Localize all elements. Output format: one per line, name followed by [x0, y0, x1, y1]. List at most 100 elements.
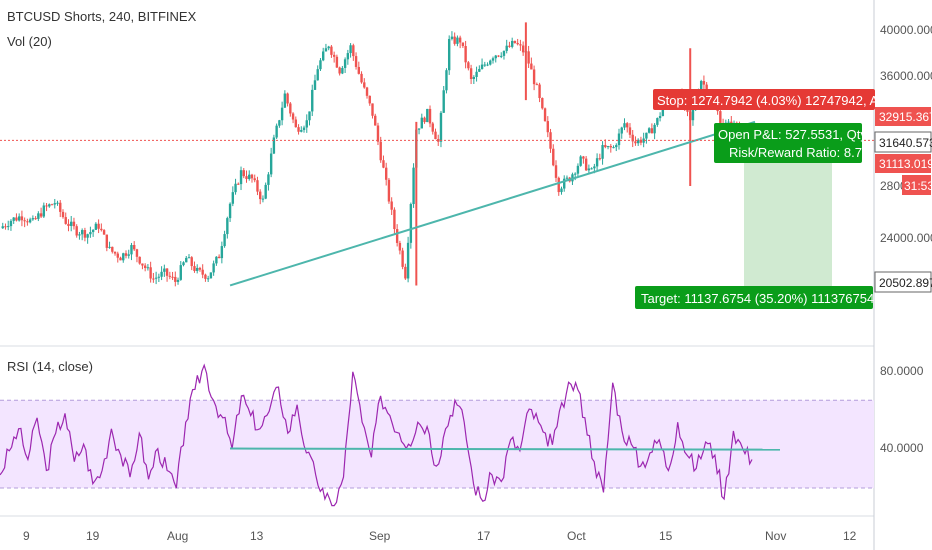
- time-label: 19: [86, 529, 100, 543]
- candle-body: [168, 275, 172, 277]
- price-axis[interactable]: 40000.0000 36000.0000 28000 24000.0000 3…: [874, 23, 932, 293]
- candle-body: [50, 204, 54, 206]
- stop-price-badge: 32915.3672: [879, 110, 932, 124]
- time-label: 12: [843, 529, 857, 543]
- candle-body: [631, 134, 634, 142]
- candle-body: [267, 174, 270, 185]
- candle-body: [472, 76, 476, 80]
- candle-body: [505, 45, 508, 51]
- candle-body: [272, 137, 276, 154]
- candle-body: [187, 257, 191, 259]
- candle-body: [442, 90, 445, 113]
- candle-body: [297, 127, 300, 132]
- candle-body: [259, 191, 262, 200]
- rsi-tick: 40.0000: [880, 441, 924, 455]
- candle-body: [557, 177, 560, 193]
- candle-body: [447, 38, 451, 71]
- candle-body: [456, 37, 459, 44]
- candle-body: [727, 121, 730, 123]
- candle-body: [439, 112, 443, 142]
- candle-body: [1, 226, 4, 229]
- price-pane[interactable]: [1, 22, 756, 287]
- candle-body: [587, 168, 591, 171]
- candle-body: [363, 82, 366, 88]
- candle-body: [406, 242, 410, 279]
- candle-body: [541, 98, 544, 109]
- candle-body: [313, 80, 317, 90]
- time-label: Aug: [167, 529, 188, 543]
- rsi-band-fill: [0, 400, 874, 489]
- candle-body: [584, 158, 588, 171]
- candle-body: [204, 274, 207, 279]
- candle-body: [371, 103, 374, 116]
- candle-body: [617, 133, 621, 146]
- candle-body: [508, 45, 511, 47]
- candle-body: [354, 56, 358, 67]
- stop-price-badge-bg: [875, 107, 931, 126]
- candle-body: [53, 203, 56, 205]
- candle-body: [606, 146, 610, 148]
- candle-body: [650, 128, 654, 134]
- rsi-line: [0, 363, 753, 507]
- candle-body: [634, 141, 637, 144]
- candle-body: [702, 81, 706, 85]
- candle-body: [494, 55, 497, 59]
- candle-body: [365, 87, 369, 96]
- pnl-label-box: [714, 123, 862, 163]
- candle-body: [179, 265, 182, 280]
- candle-body: [130, 245, 133, 255]
- candle-body: [513, 40, 517, 43]
- candle-body: [56, 202, 59, 204]
- candle-body: [17, 216, 21, 221]
- candle-body: [609, 146, 612, 148]
- candle-body: [86, 234, 89, 238]
- candle-body: [70, 221, 73, 226]
- candle-body: [332, 54, 336, 57]
- candle-body: [135, 249, 139, 257]
- target-label: Target: 11137.6754 (35.20%) 111376754, A: [641, 291, 890, 306]
- candle-body: [330, 46, 333, 55]
- candle-body: [193, 266, 196, 271]
- candle-body: [636, 139, 640, 144]
- price-tick: 24000.0000: [880, 231, 932, 245]
- candle-body: [264, 184, 267, 199]
- candle-body: [453, 36, 456, 44]
- candle-body: [393, 209, 396, 230]
- rsi-indicator-label: RSI (14, close): [7, 359, 93, 374]
- candle-body: [691, 109, 695, 121]
- candle-body: [593, 166, 596, 169]
- candle-body: [349, 45, 352, 54]
- candle-body: [228, 203, 232, 219]
- candle-body: [149, 267, 152, 279]
- candle-body: [48, 204, 51, 207]
- position-tool[interactable]: Stop: 1274.7942 (4.03%) 12747942, Amo Op…: [0, 89, 896, 309]
- price-tick: 36000.0000: [880, 69, 932, 83]
- candle-body: [316, 69, 319, 81]
- candle-body: [78, 234, 81, 236]
- candle-body: [286, 93, 289, 104]
- candle-body: [382, 160, 385, 168]
- candle-body: [269, 153, 273, 175]
- candle-body: [699, 81, 703, 94]
- candle-body: [119, 257, 122, 261]
- rsi-pane[interactable]: [0, 363, 781, 507]
- time-axis[interactable]: 9 19 Aug 13 Sep 17 Oct 15 Nov 12: [23, 529, 857, 543]
- candle-body: [656, 118, 659, 125]
- candle-body: [15, 217, 18, 221]
- candle-body: [538, 84, 541, 99]
- candle-body: [300, 130, 303, 132]
- entry-price-badge: 31640.5730: [879, 136, 932, 150]
- candle-body: [253, 178, 256, 181]
- time-label: Oct: [567, 529, 586, 543]
- time-label: 13: [250, 529, 264, 543]
- candle-body: [639, 139, 643, 143]
- candle-body: [37, 213, 40, 219]
- candle-body: [196, 267, 199, 271]
- candle-body: [261, 198, 265, 200]
- time-label: Sep: [369, 529, 391, 543]
- candle-body: [289, 103, 292, 114]
- candle-body: [31, 218, 35, 220]
- candle-body: [412, 167, 415, 205]
- candle-body: [319, 60, 322, 70]
